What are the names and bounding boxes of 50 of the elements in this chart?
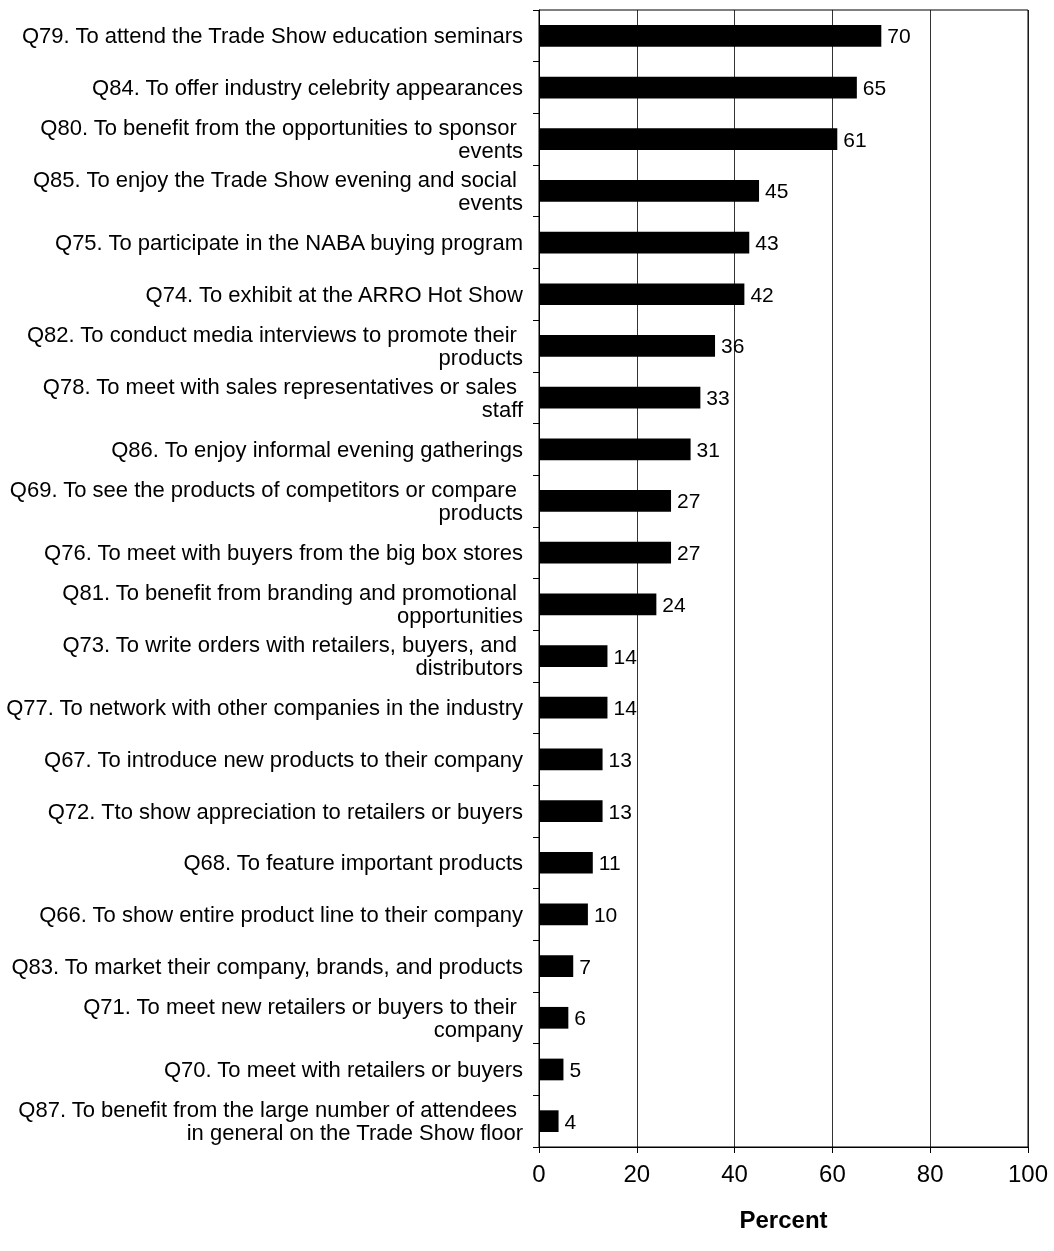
y-tick-label: Q68. To feature important products <box>183 850 523 876</box>
x-tick-label: 80 <box>916 1159 944 1187</box>
data-label: 43 <box>755 231 779 255</box>
y-tick-label: Q74. To exhibit at the ARRO Hot Show <box>145 281 524 307</box>
data-label: 27 <box>677 489 701 513</box>
data-label: 70 <box>887 24 911 48</box>
y-tick-label: Q80. To benefit from the opportunities to sponsor events <box>40 115 523 164</box>
data-label: 6 <box>574 1006 587 1030</box>
data-label: 7 <box>579 954 591 978</box>
y-tick-label: Q75. To participate in the NABA buying program <box>55 230 523 256</box>
y-tick-label: Q87. To benefit from the large number of attendees in general on the Trade Show floor <box>18 1097 523 1146</box>
y-tick-label: Q66. To show entire product line to their company <box>39 901 523 927</box>
y-tick-label: Q76. To meet with buyers from the big box stores <box>44 540 523 566</box>
data-label: 10 <box>593 902 618 926</box>
data-label: 4 <box>564 1109 577 1133</box>
data-label: 42 <box>750 282 774 306</box>
y-tick-label: Q67. To introduce new products to their company <box>44 746 523 772</box>
y-tick-label: Q73. To write orders with retailers, buyers, and distributors <box>62 632 523 681</box>
y-tick-label: Q77. To network with other companies in the industry <box>6 695 523 721</box>
y-tick-label: Q85. To enjoy the Trade Show evening and social events <box>32 166 523 215</box>
data-label: 33 <box>706 386 730 410</box>
y-tick-label: Q81. To benefit from branding and promotional opportunities <box>62 580 523 629</box>
data-label: 13 <box>608 747 632 771</box>
x-tick-label: 0 <box>532 1159 546 1187</box>
data-label: 13 <box>608 799 632 823</box>
y-tick-label: Q71. To meet new retailers or buyers to their company <box>83 993 523 1042</box>
y-tick-label: Q83. To market their company, brands, and products <box>11 953 523 979</box>
x-tick-label: 20 <box>623 1159 651 1187</box>
data-label: 45 <box>765 179 789 203</box>
data-label: 65 <box>862 76 887 100</box>
x-axis-title: Percent <box>739 1205 828 1233</box>
y-tick-label: Q86. To enjoy informal evening gatherings <box>111 436 523 462</box>
y-tick-label: Q72. Tto show appreciation to retailers or buyers <box>47 798 523 824</box>
y-tick-label: Q84. To offer industry celebrity appearances <box>92 75 523 101</box>
data-label: 27 <box>677 541 701 565</box>
y-tick-label: Q69. To see the products of competitors or compare products <box>9 476 523 525</box>
y-tick-label: Q70. To meet with retailers or buyers <box>163 1056 523 1082</box>
y-tick-label: Q79. To attend the Trade Show education seminars <box>21 23 523 49</box>
y-tick-label: Q82. To conduct media interviews to promote their products <box>26 321 523 370</box>
data-label: 5 <box>569 1057 582 1081</box>
x-tick-label: 60 <box>819 1159 846 1187</box>
data-label: 11 <box>598 851 621 875</box>
data-label: 31 <box>696 437 720 461</box>
data-label: 14 <box>613 644 638 668</box>
y-tick-label: Q78. To meet with sales representatives or sales staff <box>42 373 524 422</box>
data-label: 24 <box>662 592 687 616</box>
data-label: 14 <box>613 696 638 720</box>
x-tick-label: 100 <box>1007 1159 1049 1187</box>
data-label: 61 <box>843 127 867 151</box>
x-tick-label: 40 <box>721 1159 748 1187</box>
